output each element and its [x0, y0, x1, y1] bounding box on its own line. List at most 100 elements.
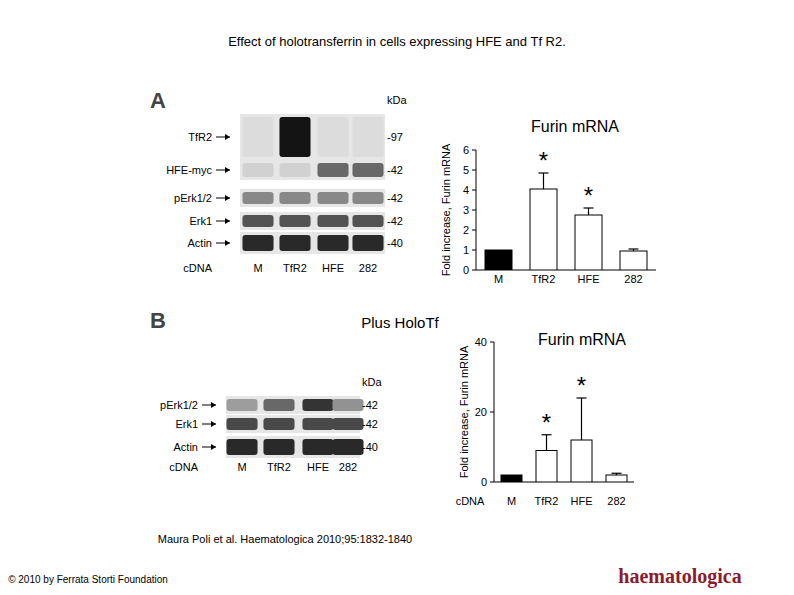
- y-tick-label: 4: [463, 184, 469, 196]
- x-tick-label: 282: [624, 273, 642, 285]
- bar: [606, 475, 627, 482]
- x-tick-label: M: [507, 495, 516, 507]
- y-tick: [490, 482, 494, 483]
- size-label: -42: [362, 399, 378, 411]
- band: [226, 418, 257, 430]
- lane: TfR2: [283, 262, 307, 274]
- band: [302, 439, 333, 455]
- arrow: [225, 134, 230, 140]
- citation: Maura Poli et al. Haematologica 2010;95:…: [158, 533, 412, 545]
- blot-strip: [240, 212, 385, 230]
- figure: Effect of holotransferrin in cells expre…: [0, 0, 794, 595]
- band: [279, 235, 310, 251]
- lane: TfR2: [267, 461, 291, 473]
- band: [279, 163, 310, 177]
- bar: [501, 475, 522, 482]
- panel-letter: B: [150, 308, 166, 333]
- significance: *: [584, 182, 593, 209]
- panel-letter: A: [150, 88, 166, 113]
- size-label: -42: [387, 192, 403, 204]
- arrow: [225, 218, 230, 224]
- arrow: [211, 421, 216, 427]
- arrow: [225, 240, 230, 246]
- error-bar: [542, 435, 552, 451]
- band: [317, 163, 348, 177]
- lane-label: cDNA: [183, 262, 212, 274]
- bar: [571, 440, 592, 482]
- y-tick: [472, 190, 476, 191]
- x-tick-label: 282: [607, 495, 625, 507]
- y-tick-label: 2: [463, 224, 469, 236]
- band: [279, 215, 310, 227]
- band: [279, 192, 310, 204]
- row-label: Actin: [174, 441, 198, 453]
- size-label: -40: [362, 441, 378, 453]
- y-tick-label: 5: [463, 164, 469, 176]
- size-label: -42: [387, 215, 403, 227]
- y-tick-label: 6: [463, 144, 469, 156]
- error-stem: [588, 208, 589, 215]
- band: [226, 439, 257, 455]
- y-tick: [472, 150, 476, 151]
- band: [226, 399, 257, 411]
- y-tick: [472, 170, 476, 171]
- band: [263, 399, 294, 411]
- y-tick: [472, 210, 476, 211]
- row-label: HFE-myc: [166, 164, 212, 176]
- band: [302, 399, 333, 411]
- blot-strip: [240, 189, 385, 207]
- unit-label: kDa: [362, 376, 382, 388]
- bar: [530, 189, 557, 270]
- y-tick: [472, 270, 476, 271]
- arrow: [211, 402, 216, 408]
- error-stem: [546, 435, 547, 451]
- band: [317, 215, 348, 227]
- band: [242, 117, 273, 157]
- chart-title: Furin mRNA: [538, 331, 626, 348]
- band: [263, 418, 294, 430]
- band: [317, 235, 348, 251]
- size-label: -42: [387, 164, 403, 176]
- band: [242, 192, 273, 204]
- row-label: pErk1/2: [160, 399, 198, 411]
- band: [352, 215, 383, 227]
- y-tick-label: 0: [463, 264, 469, 276]
- bar: [620, 251, 647, 270]
- x-tick-label: TfR2: [535, 495, 559, 507]
- band: [263, 439, 294, 455]
- chart-title: Furin mRNA: [531, 118, 619, 135]
- row-label: Actin: [188, 237, 212, 249]
- row-label: Erk1: [175, 418, 198, 430]
- x-tick-label: TfR2: [532, 273, 556, 285]
- error-bar: [577, 398, 587, 440]
- error-bar: [539, 173, 549, 189]
- copyright: © 2010 by Ferrata Storti Foundation: [8, 574, 168, 585]
- arrow: [211, 444, 216, 450]
- significance: *: [577, 372, 586, 399]
- size-label: -42: [362, 418, 378, 430]
- x-tick-label: HFE: [578, 273, 600, 285]
- bars: [501, 398, 627, 482]
- arrow: [225, 167, 230, 173]
- y-tick: [472, 250, 476, 251]
- band: [317, 192, 348, 204]
- error-cap: [612, 473, 622, 474]
- blot-strip: [240, 160, 385, 180]
- bar: [536, 451, 557, 483]
- y-tick-label: 0: [481, 476, 487, 488]
- size-label: -40: [387, 237, 403, 249]
- y-tick-label: 20: [475, 406, 487, 418]
- arrow: [225, 195, 230, 201]
- x-tick-label: M: [494, 273, 503, 285]
- band: [332, 399, 363, 411]
- error-stem: [581, 398, 582, 440]
- unit-label: kDa: [387, 94, 407, 106]
- y-tick-label: 1: [463, 244, 469, 256]
- title: Effect of holotransferrin in cells expre…: [228, 34, 566, 49]
- x-label: cDNA: [456, 495, 485, 507]
- error-cap: [629, 248, 639, 249]
- row-label: pErk1/2: [174, 192, 212, 204]
- blot-strip: [240, 114, 385, 160]
- row-label: Erk1: [189, 215, 212, 227]
- lane: M: [253, 262, 262, 274]
